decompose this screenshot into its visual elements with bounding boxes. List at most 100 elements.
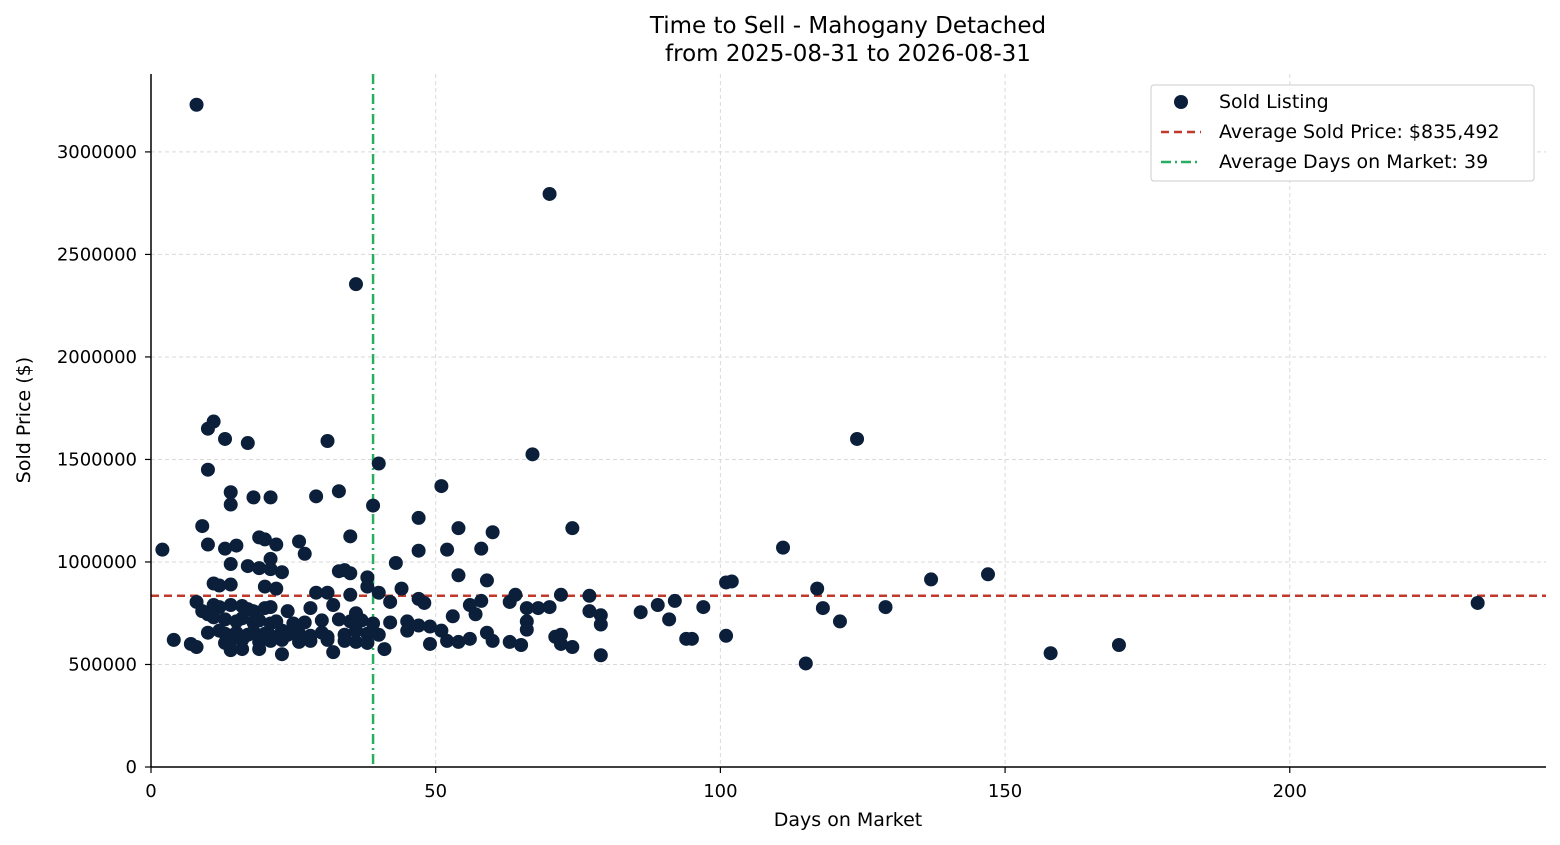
- y-tick-label: 2500000: [57, 244, 137, 265]
- data-point: [832, 614, 847, 629]
- data-point: [269, 581, 284, 596]
- data-point: [1470, 595, 1485, 610]
- data-point: [388, 555, 403, 570]
- data-point: [189, 640, 204, 655]
- data-point: [229, 538, 244, 553]
- data-point: [810, 581, 825, 596]
- data-point: [195, 519, 210, 534]
- data-point: [485, 525, 500, 540]
- data-point: [582, 588, 597, 603]
- y-tick-label: 1000000: [57, 552, 137, 573]
- data-point: [1043, 646, 1058, 661]
- data-point: [400, 623, 415, 638]
- data-point: [525, 447, 540, 462]
- data-point: [223, 598, 238, 613]
- data-point: [593, 648, 608, 663]
- data-point: [212, 600, 227, 615]
- legend-point-marker: [1174, 95, 1188, 109]
- data-point: [218, 541, 233, 556]
- data-point: [474, 593, 489, 608]
- data-point: [519, 601, 534, 616]
- data-point: [633, 605, 648, 620]
- data-point: [667, 593, 682, 608]
- y-tick-label: 2000000: [57, 347, 137, 368]
- data-point: [850, 431, 865, 446]
- data-point: [440, 633, 455, 648]
- data-point: [348, 634, 363, 649]
- data-point: [502, 634, 517, 649]
- data-point: [468, 607, 483, 622]
- data-point: [257, 532, 272, 547]
- data-point: [366, 616, 381, 631]
- data-point: [263, 633, 278, 648]
- data-point: [343, 587, 358, 602]
- data-point: [502, 594, 517, 609]
- data-point: [434, 479, 449, 494]
- data-point: [565, 640, 580, 655]
- data-point: [451, 521, 466, 536]
- data-point: [274, 565, 289, 580]
- y-tick-label: 1500000: [57, 449, 137, 470]
- data-point: [377, 642, 392, 657]
- data-point: [303, 601, 318, 616]
- data-point: [246, 624, 261, 639]
- data-point: [320, 632, 335, 647]
- data-point: [582, 604, 597, 619]
- legend-box: [1150, 84, 1535, 182]
- data-point: [531, 601, 546, 616]
- data-point: [235, 642, 250, 657]
- data-point: [223, 485, 238, 500]
- legend-label-sold-listing: Sold Listing: [1219, 91, 1329, 113]
- data-point: [565, 521, 580, 536]
- data-point: [553, 587, 568, 602]
- data-point: [343, 566, 358, 581]
- data-point: [479, 573, 494, 588]
- data-point: [269, 537, 284, 552]
- data-point: [383, 594, 398, 609]
- data-point: [155, 542, 170, 557]
- data-point: [662, 612, 677, 627]
- data-point: [411, 543, 426, 558]
- data-point: [542, 600, 557, 615]
- data-point: [343, 529, 358, 544]
- data-point: [514, 638, 529, 653]
- data-point: [348, 623, 363, 638]
- x-axis-label: Days on Market: [774, 809, 922, 831]
- data-points: [155, 97, 1485, 671]
- data-point: [485, 633, 500, 648]
- data-point: [200, 421, 215, 436]
- data-point: [798, 656, 813, 671]
- data-point: [411, 618, 426, 633]
- data-point: [320, 434, 335, 449]
- data-point: [292, 634, 307, 649]
- data-point: [696, 600, 711, 615]
- data-point: [445, 609, 460, 624]
- data-point: [440, 542, 455, 557]
- data-point: [200, 537, 215, 552]
- data-point: [519, 622, 534, 637]
- data-point: [981, 567, 995, 582]
- data-point: [297, 615, 312, 630]
- legend-label-avg-price: Average Sold Price: $835,492: [1219, 121, 1500, 143]
- average-lines: [151, 74, 1546, 767]
- chart-title: Time to Sell - Mahogany Detached: [649, 13, 1046, 39]
- data-point: [451, 568, 466, 583]
- data-point: [331, 484, 346, 499]
- data-point: [815, 601, 830, 616]
- x-tick-label: 150: [988, 781, 1022, 802]
- data-point: [240, 436, 255, 451]
- data-point: [719, 628, 734, 643]
- data-point: [218, 431, 233, 446]
- data-point: [252, 613, 267, 628]
- data-point: [878, 600, 893, 615]
- data-point: [423, 636, 437, 651]
- data-point: [383, 615, 398, 630]
- data-point: [314, 613, 329, 628]
- data-point: [371, 585, 386, 600]
- data-point: [235, 611, 250, 626]
- data-point: [776, 540, 791, 555]
- data-point: [240, 559, 255, 574]
- data-point: [309, 489, 324, 504]
- x-tick-label: 100: [703, 781, 737, 802]
